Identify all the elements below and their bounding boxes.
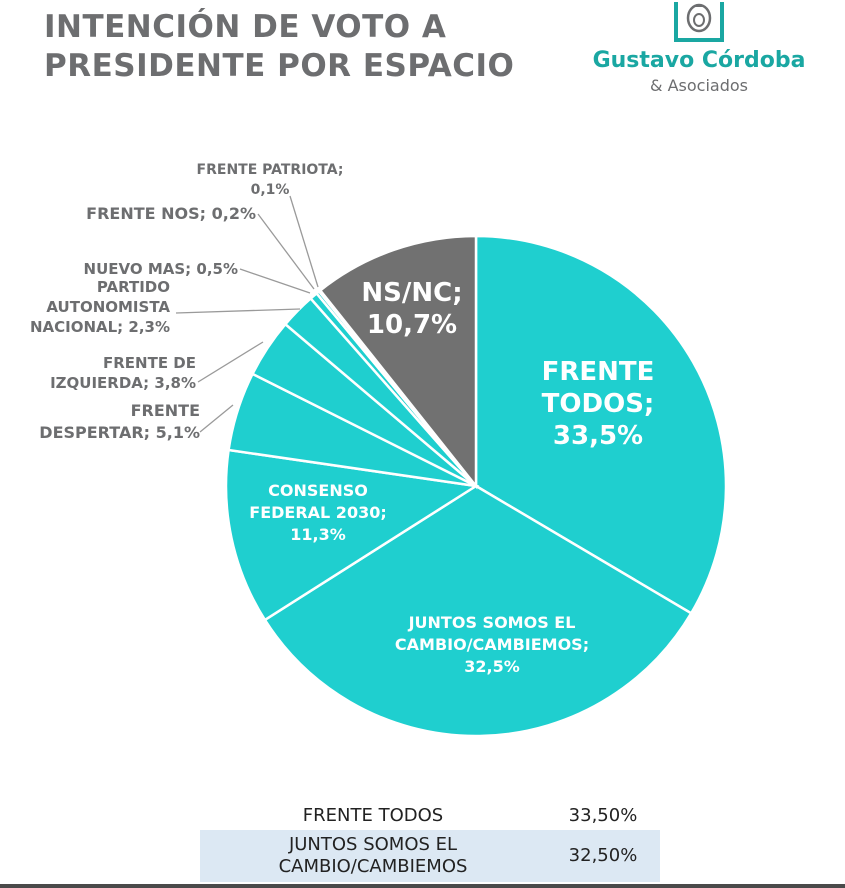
table-cell-name: FRENTE TODOS (302, 804, 444, 826)
table-cell-name-line: JUNTOS SOMOS EL (288, 834, 458, 855)
slice-label-line: NUEVO MAS; 0,5% (84, 260, 238, 278)
slice-label-line: FRENTE DE (103, 354, 196, 372)
slice-label-5: PARTIDO AUTONOMISTA NACIONAL; 2,3% (30, 278, 170, 336)
slice-label-line: NACIONAL; 2,3% (30, 318, 170, 336)
leader-line-6 (239, 268, 311, 294)
slice-label-line: DESPERTAR; 5,1% (39, 423, 200, 442)
leader-line-4 (197, 341, 264, 383)
slice-label-4: FRENTE DE IZQUIERDA; 3,8% (50, 354, 196, 392)
table-cell-name: JUNTOS SOMOS EL CAMBIO/CAMBIEMOS (200, 834, 546, 878)
slice-label-line: 11,3% (290, 525, 346, 544)
table-cell-name-line: CAMBIO/CAMBIEMOS (278, 856, 468, 877)
slice-label-line: PARTIDO (97, 278, 170, 296)
leader-line-3 (199, 404, 234, 433)
slice-label-line: IZQUIERDA; 3,8% (50, 374, 196, 392)
slice-label-line: FRENTE (131, 401, 200, 420)
slice-label-line: FEDERAL 2030; (249, 503, 386, 522)
slice-label-7: FRENTE NOS; 0,2% (86, 204, 256, 223)
slice-label-line: 0,1% (251, 182, 290, 198)
leader-line-7 (257, 213, 315, 290)
logo-name: Gustavo Córdoba (592, 48, 806, 73)
slice-label-line: CONSENSO (268, 481, 368, 500)
slice-label-1: JUNTOS SOMOS EL CAMBIO/CAMBIEMOS; 32,5% (395, 613, 589, 676)
slice-label-line: TODOS; (542, 389, 655, 419)
table-cell-value: 32,50% (568, 845, 638, 866)
pie-slice-2 (224, 448, 480, 622)
slice-label-0: FRENTE TODOS; 33,5% (542, 357, 655, 451)
pie-slice-0 (474, 234, 728, 615)
slice-label-line: FRENTE NOS; 0,2% (86, 204, 256, 223)
slice-label-6: NUEVO MAS; 0,5% (84, 260, 238, 278)
chart-title: INTENCIÓN DE VOTO A PRESIDENTE POR ESPAC… (44, 8, 514, 86)
leader-line-8 (289, 195, 319, 288)
leader-line-5 (175, 308, 301, 314)
slice-label-line: JUNTOS SOMOS EL (408, 613, 576, 632)
logo-subtitle: & Asociados (650, 76, 748, 95)
pie-chart: FRENTE TODOS; 33,5%JUNTOS SOMOS EL CAMBIO/C… (30, 162, 728, 738)
title-line-2: PRESIDENTE POR ESPACIO (44, 48, 515, 84)
logo-emblem-icon (674, 2, 724, 42)
results-table: FRENTE TODOS 33,50% JUNTOS SOMOS EL CAMB… (200, 800, 660, 882)
bottom-divider (0, 884, 845, 888)
slice-label-9: NS/NC; 10,7% (361, 278, 462, 340)
logo: Gustavo Córdoba & Asociados (588, 0, 818, 96)
slice-label-line: FRENTE PATRIOTA; (197, 162, 344, 178)
slice-label-line: 33,5% (553, 421, 643, 451)
table-cell-value: 33,50% (568, 804, 638, 826)
slice-label-line: NS/NC; (361, 278, 462, 308)
slice-label-8: FRENTE PATRIOTA; 0,1% (197, 162, 344, 198)
title-line-1: INTENCIÓN DE VOTO A (44, 9, 447, 45)
slice-label-line: AUTONOMISTA (46, 298, 170, 316)
table-row: JUNTOS SOMOS EL CAMBIO/CAMBIEMOS 32,50% (200, 830, 660, 882)
slice-label-line: FRENTE (542, 357, 655, 387)
slice-label-3: FRENTE DESPERTAR; 5,1% (39, 401, 200, 442)
slice-label-line: 10,7% (367, 310, 457, 340)
pie-slice-9 (318, 234, 478, 490)
slice-label-line: CAMBIO/CAMBIEMOS; (395, 635, 589, 654)
pie-slice-1 (263, 484, 693, 738)
slice-label-2: CONSENSO FEDERAL 2030; 11,3% (249, 481, 386, 544)
slice-label-line: 32,5% (464, 657, 520, 676)
table-row: FRENTE TODOS 33,50% (200, 800, 660, 830)
